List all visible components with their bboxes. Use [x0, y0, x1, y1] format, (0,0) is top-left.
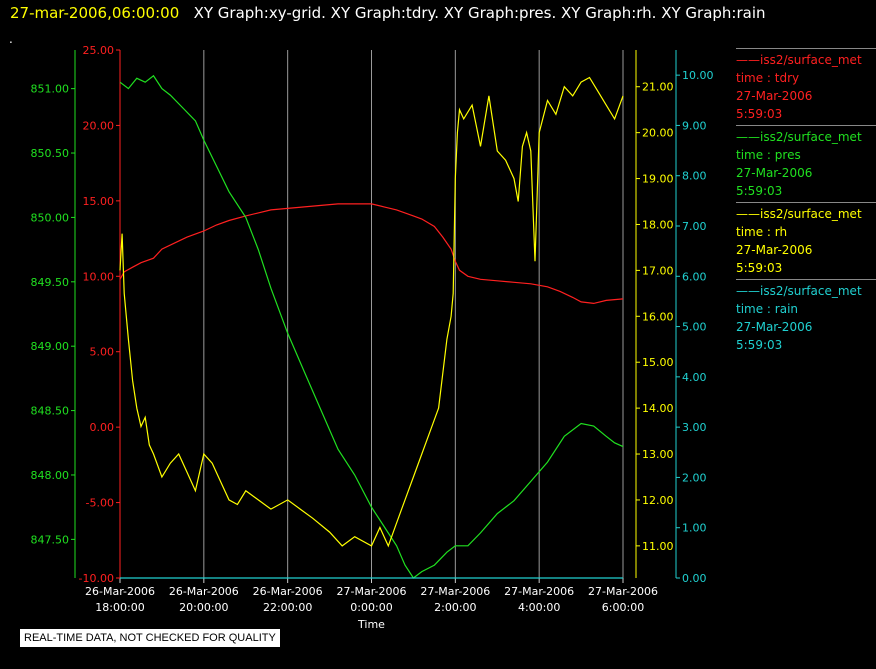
- rh-tick-label: 20.00: [642, 127, 674, 140]
- x-tick-label-time: 0:00:00: [350, 601, 392, 614]
- legend-series-detail: time : pres: [736, 148, 801, 162]
- pres-tick-label: 851.00: [31, 83, 70, 96]
- rain-tick-label: 1.00: [682, 522, 707, 535]
- legend: ——iss2/surface_met time : tdry 27-Mar-2006…: [736, 48, 876, 356]
- x-tick-label-date: 27-Mar-2006: [588, 585, 658, 598]
- pres-tick-label: 849.00: [31, 340, 70, 353]
- tdry-tick-label: 5.00: [90, 346, 115, 359]
- x-tick-label-date: 27-Mar-2006: [504, 585, 574, 598]
- x-tick-label-date: 26-Mar-2006: [253, 585, 323, 598]
- rain-tick-label: 10.00: [682, 69, 714, 82]
- rain-tick-label: 8.00: [682, 170, 707, 183]
- x-tick-label-time: 18:00:00: [95, 601, 144, 614]
- rain-tick-label: 6.00: [682, 270, 707, 283]
- header-dot: .: [9, 32, 13, 46]
- x-axis-label: Time: [357, 618, 385, 631]
- header-datetime: 27-mar-2006,06:00:00: [10, 4, 180, 22]
- tdry-tick-label: -10.00: [79, 572, 114, 585]
- rh-tick-label: 17.00: [642, 264, 674, 277]
- pres-tick-label: 850.50: [31, 147, 70, 160]
- x-tick-label-time: 4:00:00: [518, 601, 560, 614]
- legend-series-detail: 5:59:03: [736, 261, 783, 275]
- legend-series-detail: 27-Mar-2006: [736, 89, 813, 103]
- rh-tick-label: 19.00: [642, 173, 674, 186]
- rh-tick-label: 15.00: [642, 356, 674, 369]
- rain-tick-label: 4.00: [682, 371, 707, 384]
- tdry-tick-label: -5.00: [86, 497, 114, 510]
- legend-series-name: ——iss2/surface_met: [736, 130, 862, 144]
- pres-tick-label: 850.00: [31, 211, 70, 224]
- legend-series-name: ——iss2/surface_met: [736, 207, 862, 221]
- legend-series-detail: 5:59:03: [736, 184, 783, 198]
- x-tick-label-time: 6:00:00: [602, 601, 644, 614]
- legend-series-detail: 27-Mar-2006: [736, 166, 813, 180]
- legend-series-name: ——iss2/surface_met: [736, 53, 862, 67]
- legend-series-name: ——iss2/surface_met: [736, 284, 862, 298]
- rain-tick-label: 3.00: [682, 421, 707, 434]
- x-tick-label-date: 27-Mar-2006: [337, 585, 407, 598]
- graph-header: 27-mar-2006,06:00:00 XY Graph:xy-grid. X…: [10, 4, 766, 22]
- legend-series-detail: time : tdry: [736, 71, 800, 85]
- x-tick-label-time: 20:00:00: [179, 601, 228, 614]
- tdry-tick-label: 10.00: [83, 270, 115, 283]
- rain-tick-label: 7.00: [682, 220, 707, 233]
- tdry-series-line: [119, 203, 624, 305]
- x-tick-label-date: 27-Mar-2006: [420, 585, 490, 598]
- legend-series-detail: 5:59:03: [736, 107, 783, 121]
- header-graph-list: XY Graph:xy-grid. XY Graph:tdry. XY Grap…: [193, 4, 766, 22]
- legend-series-detail: 27-Mar-2006: [736, 320, 813, 334]
- rh-tick-label: 16.00: [642, 310, 674, 323]
- x-tick-label-time: 22:00:00: [263, 601, 312, 614]
- x-tick-label-time: 2:00:00: [434, 601, 476, 614]
- rh-tick-label: 18.00: [642, 218, 674, 231]
- pres-tick-label: 849.50: [31, 276, 70, 289]
- pres-series-line: [119, 74, 624, 579]
- rain-tick-label: 0.00: [682, 572, 707, 585]
- pres-tick-label: 848.00: [31, 469, 70, 482]
- rh-tick-label: 12.00: [642, 494, 674, 507]
- legend-series-detail: time : rain: [736, 302, 799, 316]
- legend-series-detail: 5:59:03: [736, 338, 783, 352]
- x-tick-label-date: 26-Mar-2006: [169, 585, 239, 598]
- rh-tick-label: 21.00: [642, 81, 674, 94]
- quality-notice: REAL-TIME DATA, NOT CHECKED FOR QUALITY: [20, 629, 280, 647]
- rain-tick-label: 5.00: [682, 321, 707, 334]
- tdry-tick-label: 20.00: [83, 119, 115, 132]
- rh-series-line: [119, 76, 624, 548]
- tdry-tick-label: 25.00: [83, 44, 115, 57]
- rain-tick-label: 9.00: [682, 119, 707, 132]
- legend-series-detail: 27-Mar-2006: [736, 243, 813, 257]
- legend-series-detail: time : rh: [736, 225, 788, 239]
- rh-tick-label: 14.00: [642, 402, 674, 415]
- rh-tick-label: 11.00: [642, 540, 674, 553]
- tdry-tick-label: 15.00: [83, 195, 115, 208]
- pres-tick-label: 848.50: [31, 405, 70, 418]
- rain-tick-label: 2.00: [682, 471, 707, 484]
- tdry-tick-label: 0.00: [90, 421, 115, 434]
- pres-tick-label: 847.50: [31, 533, 70, 546]
- x-tick-label-date: 26-Mar-2006: [85, 585, 155, 598]
- rh-tick-label: 13.00: [642, 448, 674, 461]
